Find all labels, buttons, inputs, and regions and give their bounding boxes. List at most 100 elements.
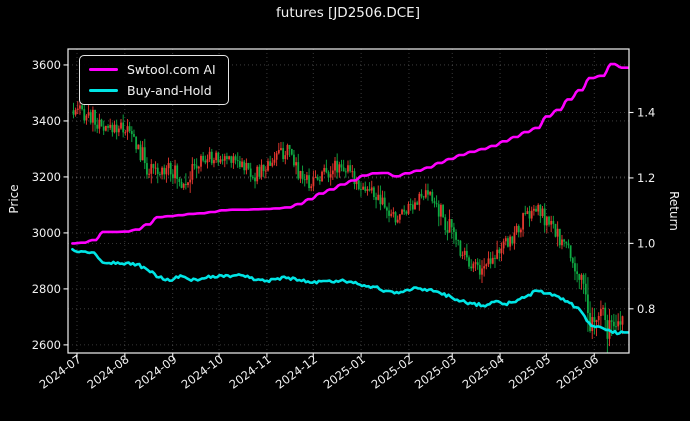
candle-body — [141, 147, 144, 161]
legend-item-ai: Swtool.com AI — [89, 62, 216, 77]
candle-body — [154, 167, 157, 169]
candle-body — [156, 167, 159, 174]
candle-body — [578, 273, 581, 280]
candle-body — [96, 124, 99, 129]
candle-body — [524, 213, 527, 214]
candle-body — [362, 186, 365, 190]
candle-body — [422, 196, 425, 198]
candle-body — [260, 164, 263, 177]
ai-line-label: Swtool.com AI — [127, 62, 216, 77]
month-tick-label: 2025-03 — [412, 352, 459, 392]
candle-body — [81, 105, 83, 110]
return-tick-label: 1.2 — [637, 171, 655, 185]
candle-body — [228, 156, 230, 160]
candle-body — [321, 171, 323, 182]
candle-body — [124, 131, 127, 133]
candle-body — [347, 165, 349, 172]
candle-body — [100, 119, 103, 127]
month-tick-label: 2025-05 — [506, 352, 553, 392]
candle-body — [604, 307, 607, 321]
candle-body — [452, 227, 455, 232]
candle-body — [284, 155, 287, 160]
candle-body — [245, 162, 248, 171]
candle-body — [517, 225, 520, 233]
candle-body — [316, 177, 319, 180]
candle-body — [427, 190, 429, 195]
candle-body — [478, 265, 481, 275]
candle-body — [401, 209, 403, 215]
candle-body — [79, 105, 81, 109]
candle-body — [197, 166, 200, 169]
month-tick-label: 2025-06 — [554, 352, 601, 392]
candle-body — [184, 183, 187, 186]
candle-body — [507, 238, 509, 247]
candle-body — [271, 162, 274, 166]
price-tick-label: 3000 — [32, 226, 61, 240]
candle-body — [535, 208, 537, 212]
candle-body — [202, 155, 205, 161]
candle-body — [230, 156, 233, 163]
candle-body — [159, 173, 161, 175]
candle-body — [167, 163, 170, 169]
candle-body — [571, 258, 574, 264]
candle-body — [494, 257, 496, 259]
candle-body — [351, 171, 354, 173]
candle-body — [481, 268, 483, 275]
candle-body — [450, 219, 453, 228]
candle-body — [381, 197, 384, 205]
candle-body — [385, 207, 388, 211]
candle-body — [591, 317, 594, 332]
candle-body — [554, 223, 557, 237]
candle-body — [558, 228, 561, 246]
candle-body — [191, 164, 194, 180]
candle-body — [366, 189, 369, 191]
candle-body — [94, 109, 96, 125]
candle-body — [312, 177, 315, 187]
candle-body — [331, 170, 334, 175]
candle-body — [446, 230, 449, 233]
candle-body — [290, 148, 293, 155]
candle-body — [254, 177, 256, 182]
candle-body — [325, 168, 328, 173]
candle-body — [217, 152, 220, 163]
candle-body — [130, 131, 133, 135]
candle-body — [496, 249, 499, 259]
candle-body — [204, 160, 207, 163]
candle-body — [342, 167, 345, 172]
price-tick-label: 2800 — [32, 282, 61, 296]
candle-body — [364, 186, 367, 191]
month-tick-label: 2025-01 — [321, 352, 368, 392]
candle-body — [334, 160, 336, 171]
candle-body — [180, 182, 183, 188]
return-tick-label: 1.4 — [637, 105, 655, 119]
month-tick-label: 2024-08 — [85, 352, 132, 392]
candle-body — [370, 187, 373, 191]
candle-body — [146, 163, 148, 175]
candle-body — [411, 204, 414, 210]
candle-body — [550, 220, 553, 225]
candle-body — [98, 119, 101, 129]
candle-body — [610, 320, 613, 322]
candle-body — [435, 203, 438, 205]
candle-body — [161, 167, 163, 175]
candle-body — [232, 156, 235, 163]
candle-body — [599, 309, 602, 317]
candle-body — [405, 211, 408, 214]
candle-body — [424, 190, 427, 198]
month-tick-label: 2024-09 — [132, 352, 179, 392]
buy-and-hold-swatch — [89, 88, 118, 93]
candle-body — [85, 115, 88, 121]
candle-body — [463, 250, 466, 255]
candle-body — [251, 176, 254, 178]
candle-body — [165, 168, 168, 175]
candle-body — [215, 152, 218, 161]
legend-item-bnh: Buy-and-Hold — [89, 83, 216, 98]
candle-body — [128, 126, 131, 132]
candle-body — [520, 229, 522, 233]
candle-body — [109, 124, 112, 128]
candle-body — [612, 321, 615, 327]
candle-body — [548, 216, 550, 225]
candle-body — [122, 122, 125, 133]
candle-body — [619, 321, 622, 325]
